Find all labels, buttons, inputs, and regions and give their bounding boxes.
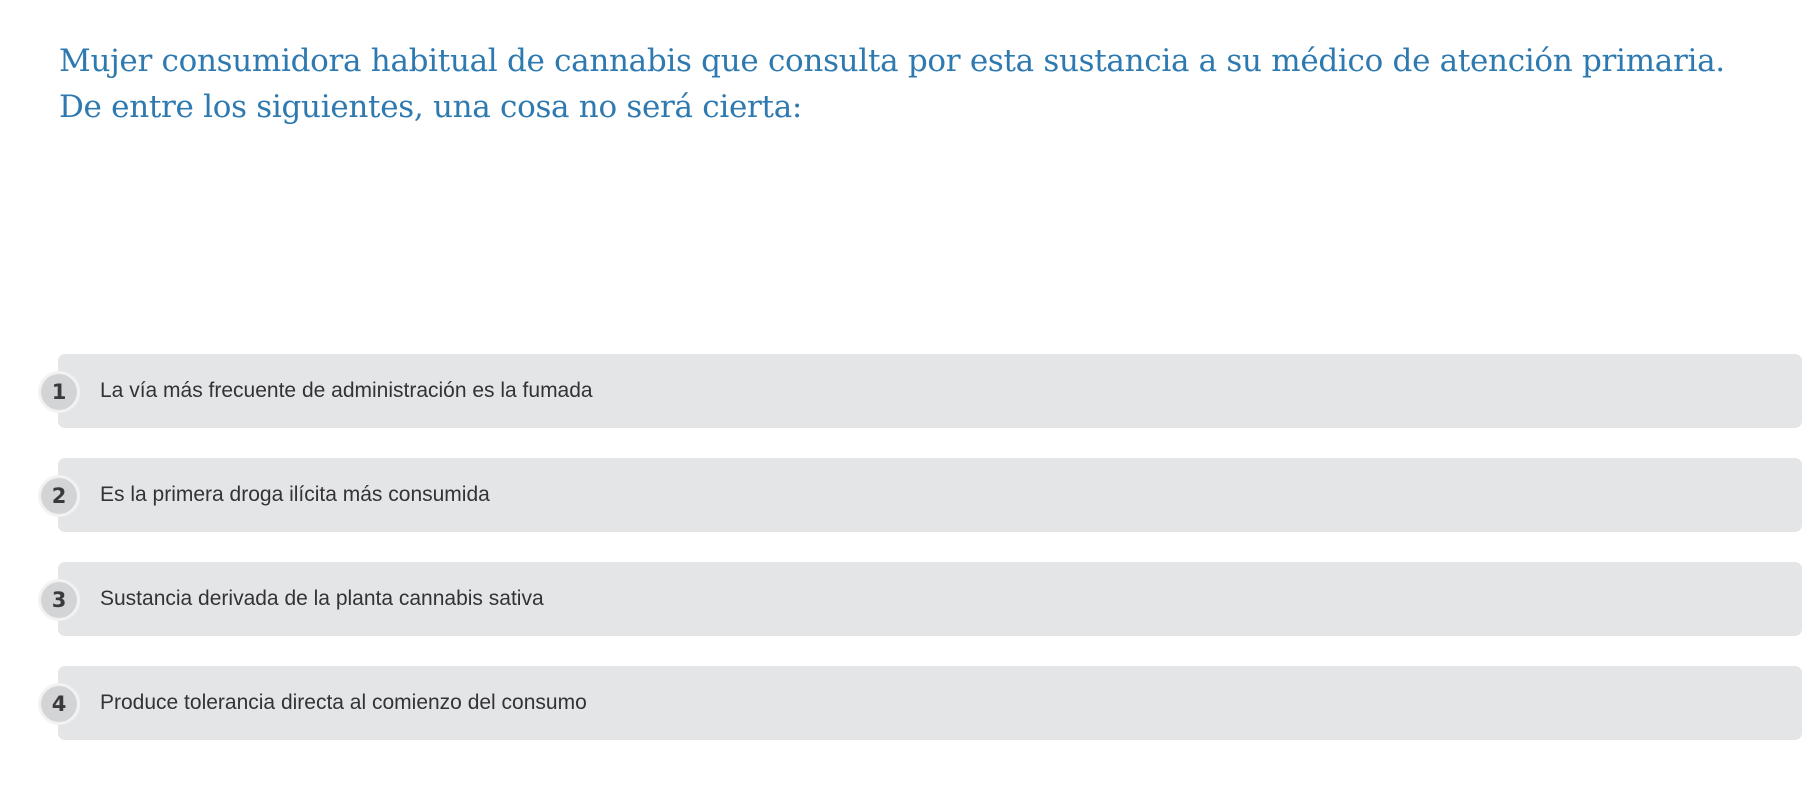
answer-option-2[interactable]: 2 Es la primera droga ilícita más consum… (41, 458, 1802, 532)
question-line-2: De entre los siguientes, una cosa no ser… (59, 89, 803, 125)
answer-number-badge: 2 (41, 478, 77, 514)
answer-options: 1 La vía más frecuente de administración… (41, 354, 1802, 770)
answer-option-background (58, 458, 1802, 532)
answer-option-background (58, 354, 1802, 428)
question-text: Mujer consumidora habitual de cannabis q… (59, 38, 1779, 130)
answer-number-badge: 1 (41, 374, 77, 410)
answer-option-label: Produce tolerancia directa al comienzo d… (100, 691, 587, 714)
answer-number-badge: 4 (41, 686, 77, 722)
answer-option-background (58, 562, 1802, 636)
question-line-1: Mujer consumidora habitual de cannabis q… (59, 43, 1725, 79)
answer-option-label: Es la primera droga ilícita más consumid… (100, 483, 490, 506)
answer-option-label: Sustancia derivada de la planta cannabis… (100, 587, 544, 610)
answer-option-label: La vía más frecuente de administración e… (100, 379, 593, 402)
answer-option-background (58, 666, 1802, 740)
answer-option-4[interactable]: 4 Produce tolerancia directa al comienzo… (41, 666, 1802, 740)
answer-option-1[interactable]: 1 La vía más frecuente de administración… (41, 354, 1802, 428)
answer-option-3[interactable]: 3 Sustancia derivada de la planta cannab… (41, 562, 1802, 636)
answer-number-badge: 3 (41, 582, 77, 618)
